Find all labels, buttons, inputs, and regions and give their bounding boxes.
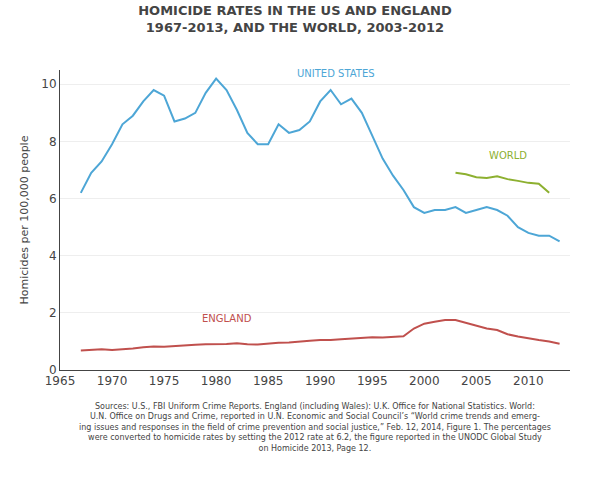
svg-text:Homicides per 100,000 people: Homicides per 100,000 people <box>18 135 31 304</box>
svg-text:1985: 1985 <box>253 374 284 388</box>
svg-text:UNITED STATES: UNITED STATES <box>297 68 375 79</box>
svg-text:WORLD: WORLD <box>489 150 527 161</box>
svg-text:1965: 1965 <box>45 374 76 388</box>
svg-text:1970: 1970 <box>97 374 128 388</box>
svg-text:HOMICIDE RATES IN THE US AND E: HOMICIDE RATES IN THE US AND ENGLAND1967… <box>138 3 452 35</box>
svg-text:4: 4 <box>49 249 57 263</box>
svg-text:6: 6 <box>49 192 57 206</box>
svg-text:2010: 2010 <box>513 374 544 388</box>
svg-text:1975: 1975 <box>149 374 180 388</box>
svg-text:1995: 1995 <box>357 374 388 388</box>
svg-text:2005: 2005 <box>461 374 492 388</box>
svg-text:2: 2 <box>49 306 57 320</box>
svg-text:2000: 2000 <box>409 374 440 388</box>
svg-text:0: 0 <box>49 363 57 377</box>
svg-text:ENGLAND: ENGLAND <box>202 313 252 324</box>
svg-text:1980: 1980 <box>201 374 232 388</box>
svg-text:8: 8 <box>49 135 57 149</box>
svg-text:Sources: U.S., FBI Uniform Cri: Sources: U.S., FBI Uniform Crime Reports… <box>79 402 551 453</box>
svg-text:1990: 1990 <box>305 374 336 388</box>
svg-text:10: 10 <box>41 77 56 91</box>
